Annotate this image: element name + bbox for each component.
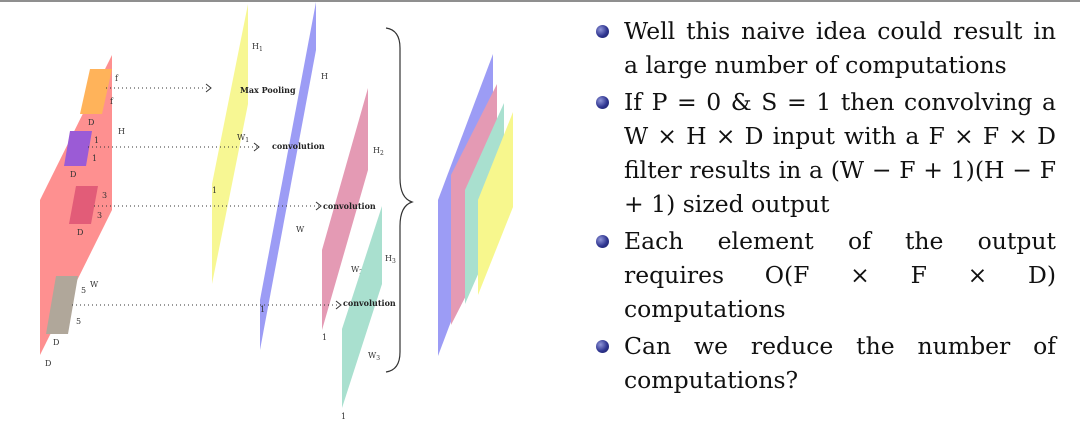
conv1-plane [260,2,316,350]
label-h-input: H [118,127,125,136]
label-w3: W3 [368,351,380,362]
label-three-b: 3 [97,211,102,220]
filter-orange [80,69,112,114]
label-d2: D [70,170,76,179]
label-conv1-one: 1 [260,305,265,314]
label-d4: D [53,338,59,347]
bullet-text-1: Well this naive idea could result in a l… [624,17,1056,79]
bullet-item-1: Well this naive idea could result in a l… [594,14,1056,82]
conv1-label: convolution [272,141,325,151]
conv3-plane [342,206,382,408]
label-conv1-h: H [321,72,328,81]
bullet-text-4: Can we reduce the number of computations… [624,332,1056,394]
bullet-item-3: Each element of the output requires O(F … [594,224,1056,326]
bullet-text-2: If P = 0 & S = 1 then convolving a W × H… [624,88,1056,218]
label-five-a: 5 [81,286,86,295]
bullet-text-3: Each element of the output requires O(F … [624,227,1056,323]
arrow-heads [205,83,342,310]
arrow-head-conv2 [315,201,322,211]
label-conv3-one: 1 [341,412,346,421]
bullet-icon [596,340,609,353]
bullet-icon [596,25,609,38]
label-h1: H1 [252,42,263,53]
label-three-a: 3 [102,191,107,200]
label-d3: D [77,228,83,237]
label-f-top: f [115,74,119,83]
arrow-head-maxpool [205,83,212,93]
filter-red [69,186,98,224]
curly-brace [385,27,414,373]
bullet-list: Well this naive idea could result in a l… [594,14,1056,400]
filter-gray [46,276,78,334]
conv2-label: convolution [323,201,376,211]
conv2-plane [322,88,368,330]
label-w-input: W [90,280,99,289]
label-h2: H2 [373,146,384,157]
label-d1: D [88,118,94,127]
top-rule [0,0,1080,2]
bullet-icon [596,96,609,109]
dotted-arrows [72,87,340,306]
label-pool-one: 1 [212,186,217,195]
label-f-side: f [110,97,114,106]
arrow-head-conv1 [253,142,260,152]
inception-diagram: f f D 1 H 1 D 3 3 D W 5 5 D D H1 Max Poo… [40,2,513,421]
bullet-item-4: Can we reduce the number of computations… [594,329,1056,397]
maxpool-label: Max Pooling [240,85,296,95]
arrow-head-conv3 [335,300,342,310]
label-h3: H3 [385,254,396,265]
label-one-b: 1 [92,154,97,163]
bullet-icon [596,235,609,248]
bullet-item-2: If P = 0 & S = 1 then convolving a W × H… [594,85,1056,221]
label-one-a: 1 [94,136,99,145]
output-plane-maxpool [478,112,513,295]
filter-purple [64,131,92,166]
label-five-b: 5 [76,317,81,326]
label-conv2-one: 1 [322,333,327,342]
maxpool-plane [212,4,248,284]
conv3-label: convolution [343,298,396,308]
label-w1: W1 [237,133,249,144]
label-d-bottom: D [45,359,51,368]
label-conv1-w: W [296,225,305,234]
